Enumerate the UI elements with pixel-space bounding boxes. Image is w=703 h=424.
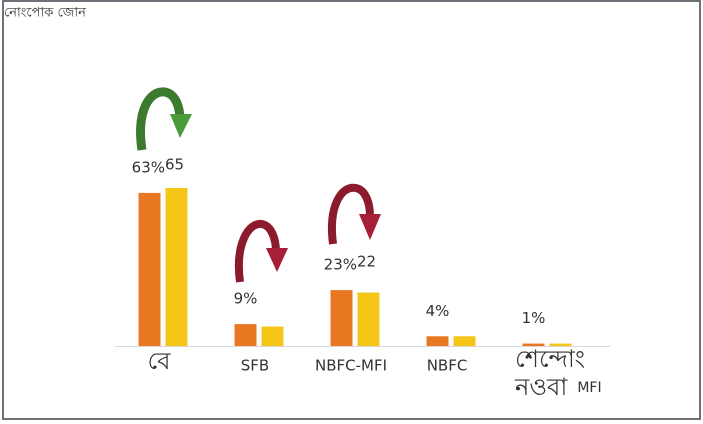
x-tick-label-part: নওবা (514, 373, 568, 401)
bar (522, 343, 545, 346)
x-tick-label-part: শেন্দোং (515, 345, 585, 373)
data-label: 1% (522, 309, 546, 327)
bar (453, 336, 476, 346)
x-tick-label-part: MFI (577, 380, 601, 396)
arrows (136, 87, 381, 283)
bar (261, 326, 284, 346)
data-label: 4% (426, 302, 450, 320)
data-label: 23% (324, 256, 357, 274)
bar (138, 192, 161, 346)
data-label: 22 (357, 253, 376, 271)
data-label: 65 (165, 155, 184, 173)
bar (330, 290, 353, 346)
x-tick-label: SFB (241, 357, 269, 375)
x-tick-label: NBFC-MFI (315, 357, 387, 375)
x-tick-label: NBFC (427, 357, 468, 375)
bar (234, 324, 257, 346)
bar (357, 292, 380, 346)
arrow-head (266, 248, 288, 272)
data-label: 63% (132, 158, 165, 176)
x-tick-label: বে (147, 347, 171, 375)
chart-title: নোংপোক জোন (4, 6, 86, 21)
bar (549, 343, 572, 346)
bar (165, 188, 188, 346)
bar (426, 336, 449, 346)
arrow (328, 183, 374, 245)
x-tick-label: শেন্দোং নওবা MFI (514, 345, 602, 401)
arrow-head (170, 114, 192, 138)
arrow-head (359, 214, 381, 240)
arrow (234, 220, 280, 283)
arrow (136, 87, 185, 151)
data-label: 9% (234, 290, 258, 308)
